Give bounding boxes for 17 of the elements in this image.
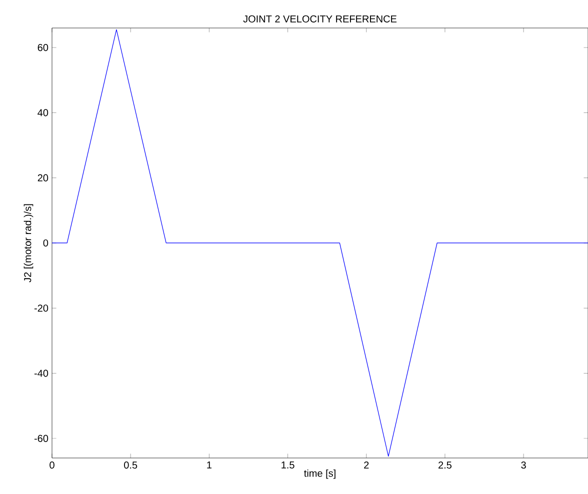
x-tick-label: 0.5	[124, 462, 138, 469]
x-axis-title: time [s]	[304, 469, 336, 479]
y-tick-label: 40	[38, 109, 48, 116]
y-tick-label: -20	[34, 304, 48, 312]
x-tick-label: 2.5	[438, 462, 452, 469]
y-tick-label: -40	[34, 370, 48, 377]
x-tick-label: 1.5	[282, 462, 294, 468]
y-tick-label: 20	[38, 174, 48, 182]
y-tick-label: -60	[34, 434, 48, 442]
x-tick-label: 1	[207, 462, 212, 468]
x-tick-label: 3	[521, 462, 526, 469]
y-tick-label: 60	[38, 44, 48, 52]
x-tick-label: 0	[50, 462, 54, 469]
chart-title: JOINT 2 VELOCITY REFERENCE	[243, 15, 397, 22]
x-tick-label: 2	[364, 462, 369, 468]
y-axis-title: J2 [(motor rad.)/s]	[24, 204, 34, 282]
y-tick-label: 0	[43, 239, 48, 247]
